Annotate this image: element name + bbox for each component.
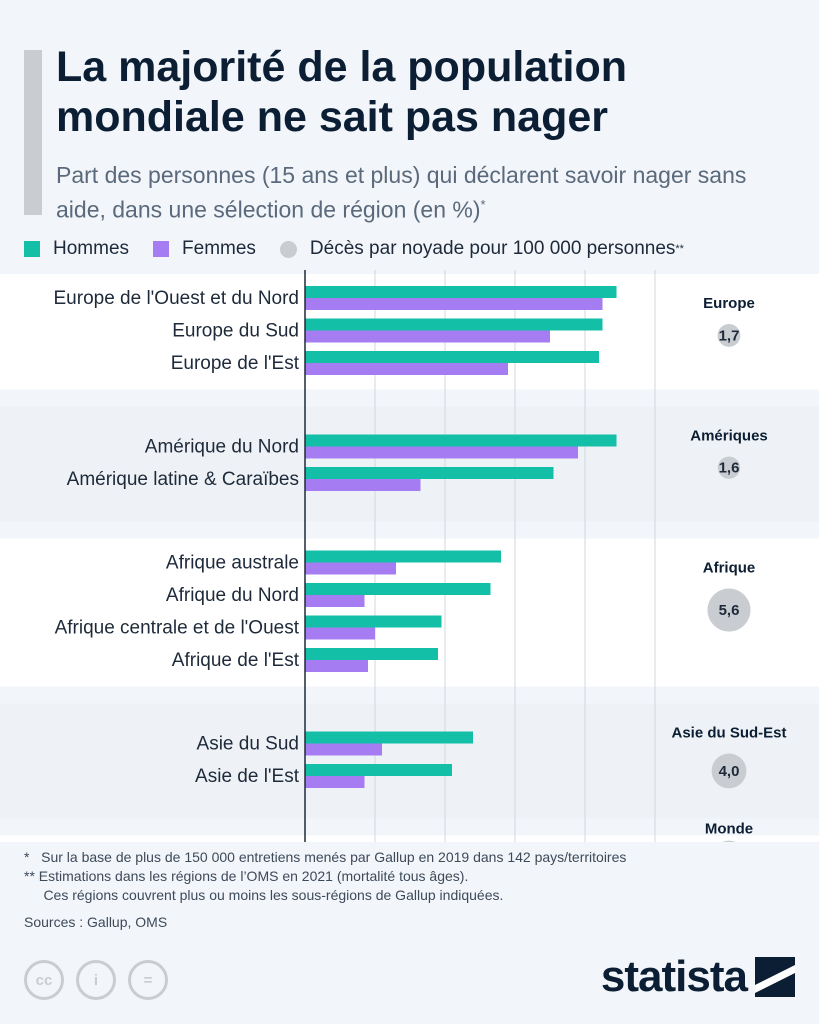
footnote-2: ** Estimations dans les régions de l’OMS…	[24, 868, 469, 884]
legend-label-femmes: Femmes	[182, 238, 256, 259]
logo-text: statista	[600, 952, 748, 1001]
region-label: Monde	[705, 821, 753, 838]
bar-femmes	[305, 660, 368, 672]
bar-chart: 020406080100Europe de l'Ouest et du Nord…	[0, 270, 819, 842]
bar-hommes	[305, 583, 491, 595]
bar-hommes	[305, 550, 501, 563]
legend-swatch-femmes	[153, 241, 170, 257]
bar-femmes	[305, 595, 365, 607]
death-rate-label: 1,6	[719, 460, 740, 477]
subtitle-footnote-mark: *	[480, 197, 486, 212]
bar-femmes	[305, 330, 550, 343]
category-label: Asie du Sud	[197, 734, 299, 755]
region-label: Amériques	[690, 428, 768, 445]
category-label: Afrique centrale et de l'Ouest	[55, 618, 300, 639]
group-band-2	[0, 538, 819, 687]
legend-item-femmes: Femmes	[153, 238, 256, 260]
footnotes: * Sur la base de plus de 150 000 entreti…	[24, 848, 626, 905]
bar-femmes	[305, 298, 603, 310]
no-derivatives-icon[interactable]: =	[128, 960, 168, 1000]
bar-femmes	[305, 562, 396, 575]
sources: Sources : Gallup, OMS	[24, 914, 168, 930]
bar-hommes	[305, 467, 554, 479]
category-label: Europe du Sud	[172, 321, 299, 342]
bar-hommes	[305, 764, 452, 776]
category-label: Afrique du Nord	[166, 585, 299, 606]
death-rate-circle	[717, 324, 741, 347]
legend-footnote-mark: **	[675, 243, 684, 255]
category-label: Afrique australe	[166, 553, 299, 574]
legend-item-hommes: Hommes	[24, 238, 129, 260]
bar-hommes	[305, 351, 599, 363]
legend-swatch-hommes	[24, 241, 40, 257]
group-band-4	[0, 835, 819, 842]
death-rate-label: 5,6	[719, 602, 740, 619]
subtitle-text: Part des personnes (15 ans et plus) qui …	[56, 162, 747, 223]
category-label: Europe de l'Est	[171, 353, 300, 374]
bar-femmes	[305, 776, 365, 788]
cc-icon[interactable]: cc	[24, 960, 64, 1000]
category-label: Europe de l'Ouest et du Nord	[54, 288, 300, 309]
legend-label-hommes: Hommes	[53, 238, 130, 259]
region-label: Europe	[703, 295, 755, 312]
category-label: Amérique du Nord	[145, 437, 299, 458]
bar-hommes	[305, 434, 617, 447]
bar-femmes	[305, 479, 421, 491]
category-label: Amérique latine & Caraïbes	[67, 469, 299, 490]
legend-item-deces: Décès par noyade pour 100 000 personnes *…	[279, 238, 684, 260]
bar-femmes	[305, 446, 578, 459]
logo-mark-icon	[755, 957, 795, 997]
bar-femmes	[305, 627, 375, 640]
title-accent-bar	[24, 50, 42, 215]
bar-hommes	[305, 648, 438, 660]
death-rate-circle	[717, 456, 741, 479]
bar-hommes	[305, 731, 473, 744]
legend-circle-deces	[279, 240, 297, 258]
death-rate-circle	[711, 753, 747, 789]
group-band-3	[0, 703, 819, 819]
chart-legend: Hommes Femmes Décès par noyade pour 100 …	[24, 236, 708, 262]
page-subtitle: Part des personnes (15 ans et plus) qui …	[56, 160, 796, 225]
group-band-1	[0, 406, 819, 522]
footnote-1: * Sur la base de plus de 150 000 entreti…	[24, 849, 627, 865]
death-rate-label: 1,7	[719, 327, 740, 344]
bar-femmes	[305, 363, 508, 375]
license-icons: cc i =	[24, 960, 180, 1000]
attribution-icon[interactable]: i	[76, 960, 116, 1000]
bar-hommes	[305, 318, 603, 331]
death-rate-label: 4,0	[719, 763, 740, 780]
bar-femmes	[305, 743, 382, 756]
legend-label-deces: Décès par noyade pour 100 000 personnes	[309, 238, 676, 259]
death-rate-circle	[722, 840, 736, 842]
category-label: Asie de l'Est	[195, 766, 300, 787]
bar-hommes	[305, 615, 442, 628]
footnote-3: Ces régions couvrent plus ou moins les s…	[24, 887, 504, 903]
page-title: La majorité de la population mondiale ne…	[56, 43, 628, 141]
region-label: Asie du Sud-Est	[671, 725, 786, 742]
death-rate-circle	[707, 588, 751, 632]
statista-logo[interactable]: statista	[601, 952, 795, 1002]
bar-hommes	[305, 286, 617, 298]
region-label: Afrique	[703, 560, 756, 577]
category-label: Afrique de l'Est	[172, 650, 300, 671]
